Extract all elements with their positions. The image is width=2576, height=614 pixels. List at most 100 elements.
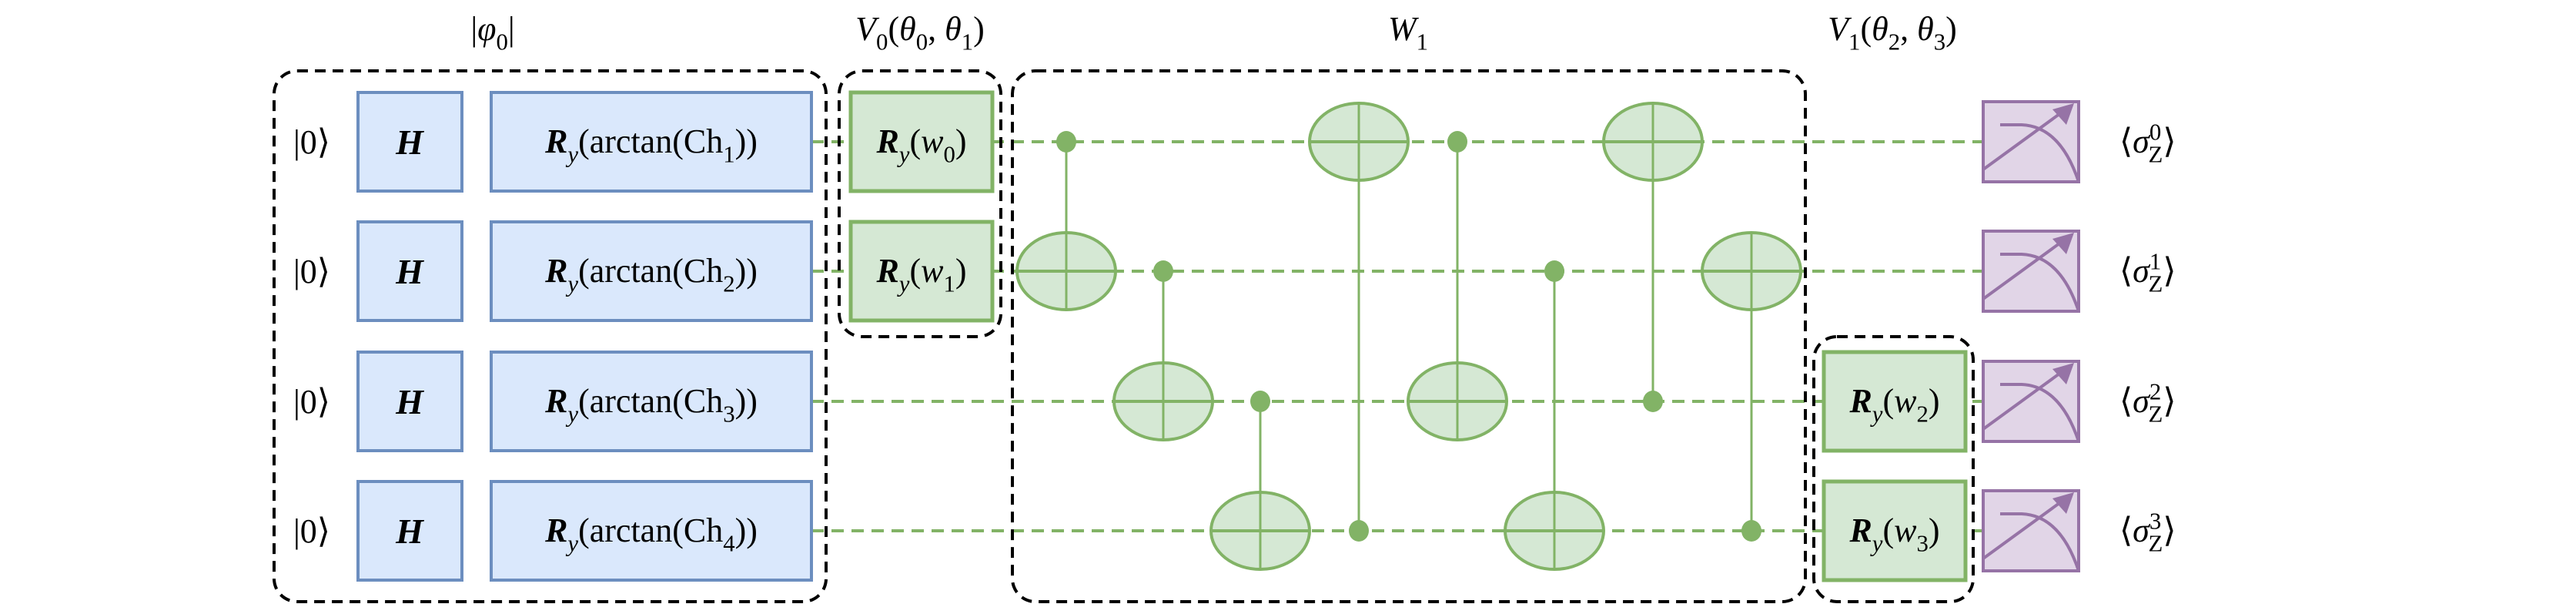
cnot-gate — [1407, 131, 1508, 441]
encoding-gate-label: Ry(arctan(Ch4)) — [544, 512, 758, 556]
math-part: V — [855, 10, 880, 48]
meter-arc — [2000, 512, 2080, 572]
group-title-w1: W1 — [1388, 10, 1428, 55]
math-part: 0 — [876, 29, 888, 55]
math-part: ) — [955, 122, 967, 160]
math-part: 2 — [723, 270, 734, 297]
math-part: 2 — [1889, 29, 1900, 55]
param-gate-label: Ry(w0) — [875, 122, 966, 167]
group-phi0 — [273, 69, 828, 603]
math-part: , — [928, 10, 945, 48]
initial-state-ket: |0⟩ — [293, 123, 330, 161]
math-part: ( — [1882, 382, 1894, 420]
math-part: (arctan(Ch — [578, 512, 723, 549]
math-part: ) — [955, 252, 967, 290]
meter-arrowhead — [2052, 363, 2074, 384]
math-part: ( — [1860, 10, 1872, 48]
math-part: 0 — [496, 29, 507, 55]
math-part: R — [1848, 382, 1872, 420]
math-part: Z — [2149, 530, 2163, 556]
math-part: Z — [2149, 270, 2163, 297]
group-v0 — [838, 69, 1002, 338]
math-part: ( — [909, 122, 921, 160]
math-part: 1 — [962, 29, 973, 55]
math-part: ⟨ — [2119, 382, 2133, 420]
math-part: θ — [1872, 10, 1889, 48]
math-part: y — [1870, 401, 1883, 427]
cnot-gate — [1015, 131, 1117, 311]
math-part: Z — [2149, 141, 2163, 167]
control-dot — [1544, 260, 1564, 282]
hadamard-label: H — [395, 252, 424, 291]
math-part: ⟩ — [2163, 382, 2176, 420]
meter-icon — [1982, 489, 2080, 572]
gates — [356, 90, 2080, 582]
meter-arrowhead — [2052, 103, 2074, 125]
labels: |φ0| V0(θ0, θ1) W1 V1(θ2, θ3)|0⟩ H Ry(arctan(… — [293, 10, 2176, 556]
meter-arc — [2000, 123, 2080, 183]
math-part: θ — [899, 10, 916, 48]
parametrized-rotation-gate — [1822, 350, 1968, 453]
math-part: | — [470, 10, 477, 48]
math-part: 3 — [1934, 29, 1945, 55]
math-part: ) — [1929, 382, 1940, 420]
math-part: y — [565, 401, 578, 427]
control-dot — [1447, 131, 1467, 153]
math-part: ) — [973, 10, 985, 48]
hadamard-label: H — [395, 512, 424, 551]
math-part: (arctan(Ch — [578, 122, 723, 160]
math-part: 1 — [943, 270, 955, 297]
parametrized-rotation-gate — [848, 90, 995, 193]
group-boxes — [273, 69, 1975, 603]
hadamard-gate — [356, 480, 463, 582]
math-part: ⟩ — [2163, 122, 2176, 160]
meter-needle — [1982, 236, 2069, 300]
math-part: 0 — [2149, 119, 2161, 145]
hadamard-gate — [356, 91, 463, 193]
cnot-gate — [1308, 102, 1410, 542]
math-part: 3 — [2149, 508, 2161, 534]
math-part: R — [544, 122, 567, 160]
math-part: 3 — [723, 401, 734, 427]
math-part: R — [544, 382, 567, 420]
math-part: 3 — [1916, 530, 1928, 556]
math-part: y — [897, 141, 910, 167]
math-part: )) — [735, 122, 758, 160]
math-part: )) — [735, 382, 758, 420]
math-part: 0 — [916, 29, 928, 55]
parametrized-rotation-gate — [1822, 479, 1968, 582]
math-part: ⟩ — [2163, 252, 2176, 290]
cnot-gate — [1209, 391, 1311, 571]
math-part: y — [565, 141, 578, 167]
meter-arc — [2000, 383, 2080, 442]
math-part: ( — [1882, 512, 1894, 549]
math-part: R — [875, 122, 898, 160]
encoding-rotation-gate — [490, 220, 813, 322]
encoding-rotation-gate — [490, 91, 813, 193]
hadamard-label: H — [395, 382, 424, 421]
control-dot — [1056, 131, 1076, 153]
math-part: , — [1900, 10, 1917, 48]
observable-label: ⟨σ3 Z⟩ — [2119, 508, 2176, 556]
math-part: y — [565, 270, 578, 297]
math-part: σ — [2133, 122, 2151, 160]
group-title-v0: V0(θ0, θ1) — [855, 10, 985, 55]
control-dot — [1153, 260, 1173, 282]
math-part: y — [1870, 530, 1883, 556]
meter-needle — [1982, 366, 2069, 431]
math-part: ) — [1945, 10, 1957, 48]
group-title-v1: V1(θ2, θ3) — [1828, 10, 1957, 55]
meter-needle — [1982, 495, 2069, 560]
math-part: R — [875, 252, 898, 290]
math-part: φ — [477, 10, 496, 48]
encoding-gate-label: Ry(arctan(Ch2)) — [544, 252, 758, 297]
encoding-rotation-gate — [490, 351, 813, 452]
hadamard-label: H — [395, 122, 424, 162]
math-part: 1 — [723, 141, 734, 167]
control-dot — [1741, 520, 1761, 542]
math-part: )) — [735, 512, 758, 549]
group-v1 — [1812, 335, 1975, 603]
math-part: ⟨ — [2119, 252, 2133, 290]
meter-icon — [1982, 230, 2080, 313]
